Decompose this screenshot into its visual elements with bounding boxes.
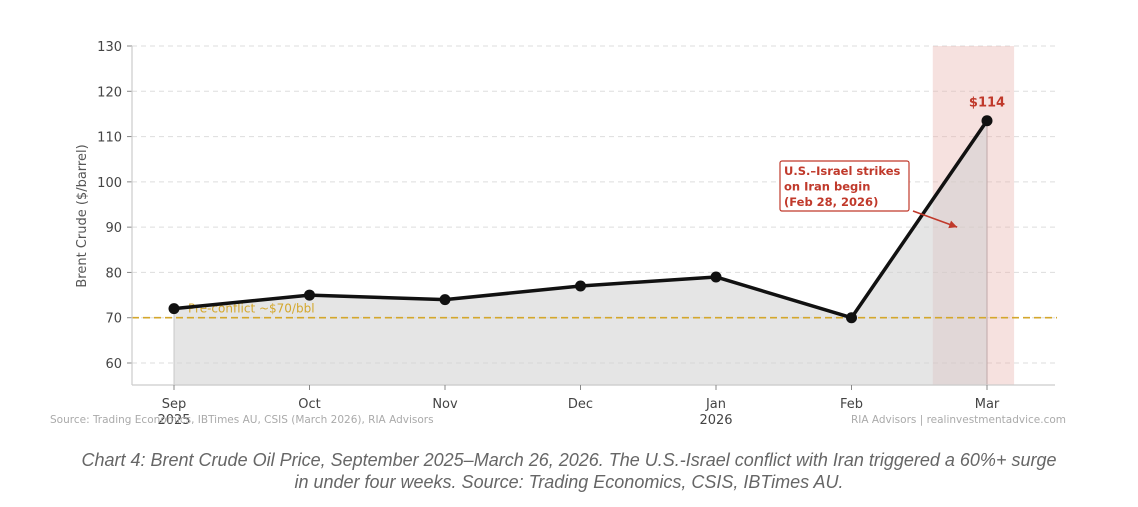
x-tick-label: Nov — [432, 397, 458, 412]
callout-text-line: U.S.–Israel strikes — [784, 164, 901, 178]
caption-line-2: in under four weeks. Source: Trading Eco… — [294, 472, 844, 492]
brent-crude-chart: Pre-conflict ~$70/bbl 607080901001101201… — [50, 40, 1066, 428]
data-point-dec — [575, 280, 586, 292]
x-tick-label: Dec — [568, 397, 593, 412]
source-left: Source: Trading Economics, IBTimes AU, C… — [50, 414, 434, 426]
caption-line-1: Chart 4: Brent Crude Oil Price, Septembe… — [81, 450, 1057, 470]
x-tick-label: Feb — [840, 397, 863, 412]
source-right: RIA Advisors | realinvestmentadvice.com — [851, 414, 1066, 426]
callout-text-line: (Feb 28, 2026) — [784, 195, 878, 209]
y-axis-label: Brent Crude ($/barrel) — [75, 144, 90, 287]
x-tick-label: Mar — [975, 397, 1000, 412]
y-tick-label: 100 — [97, 176, 122, 191]
x-tick-label-year: 2025 — [157, 413, 190, 428]
data-point-mar — [981, 115, 993, 127]
annotations: $114 U.S.–Israel strikes on Iran begin(Feb… — [779, 96, 1005, 229]
x-tick-label: Sep — [162, 397, 187, 412]
y-tick-label: 70 — [105, 312, 122, 327]
callout-arrow-head — [948, 220, 958, 229]
peak-value-label: $114 — [969, 96, 1005, 111]
y-tick-label: 120 — [97, 85, 122, 100]
data-point-jan-2026 — [710, 271, 722, 283]
area-under-line — [174, 120, 987, 386]
callout-box — [779, 160, 910, 212]
y-tick-label: 90 — [105, 221, 122, 236]
y-tick-label: 110 — [97, 131, 122, 146]
data-point-oct — [304, 289, 315, 301]
area-fill — [173, 120, 988, 386]
y-tick-label: 130 — [97, 40, 122, 55]
data-points — [168, 115, 993, 324]
data-point-nov — [439, 294, 451, 306]
chart-caption: Chart 4: Brent Crude Oil Price, Septembe… — [0, 449, 1138, 493]
x-tick-label: Oct — [298, 397, 320, 412]
x-tick-label-year: 2026 — [699, 413, 732, 428]
x-tick-label: Jan — [705, 397, 726, 412]
callout-text-line: on Iran begin — [784, 180, 870, 194]
y-tick-label: 80 — [105, 266, 122, 281]
data-point-feb — [846, 312, 857, 324]
data-point-sep-2025 — [168, 303, 180, 315]
y-tick-label: 60 — [105, 357, 122, 372]
